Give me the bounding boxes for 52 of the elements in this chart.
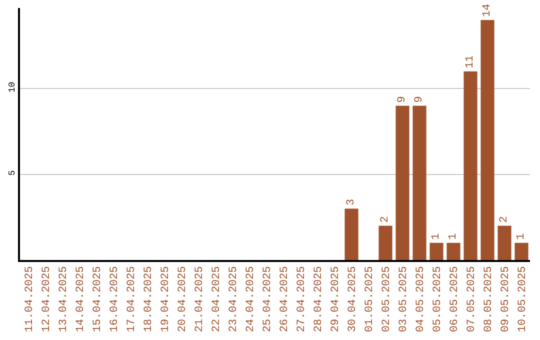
x-tick-label: 24.04.2025 (245, 266, 258, 332)
bar (396, 106, 410, 260)
data-label: 9 (396, 96, 408, 103)
x-tick-label: 27.04.2025 (296, 266, 308, 332)
x-tick-label: 19.04.2025 (160, 266, 172, 332)
x-tick-label: 07.05.2025 (466, 266, 478, 332)
x-tick-label: 23.04.2025 (228, 266, 240, 332)
bar (464, 71, 478, 260)
bar (378, 226, 392, 260)
x-tick-label: 13.04.2025 (58, 266, 70, 332)
x-tick-label: 15.04.2025 (92, 266, 104, 332)
x-tick-label: 21.04.2025 (194, 266, 206, 332)
data-label: 1 (448, 232, 460, 240)
bar (412, 106, 426, 260)
x-tick-label: 20.04.2025 (177, 266, 190, 332)
x-tick-label: 08.05.2025 (483, 266, 496, 332)
x-tick-label: 16.04.2025 (109, 266, 122, 332)
x-tick-label: 03.05.2025 (398, 266, 410, 332)
x-tick-label: 26.04.2025 (279, 266, 292, 332)
bar (480, 20, 494, 260)
bar (344, 208, 358, 260)
x-tick-label: 22.04.2025 (211, 266, 224, 332)
bar (514, 242, 528, 260)
x-tick-label: 11.04.2025 (24, 266, 36, 332)
y-tick-label: 5 (8, 170, 18, 176)
data-label: 2 (380, 216, 392, 223)
x-tick-label: 05.05.2025 (432, 266, 444, 332)
x-tick-label: 10.05.2025 (517, 266, 530, 332)
data-label: 1 (430, 232, 442, 240)
y-tick-label: 10 (8, 82, 18, 93)
data-label: 1 (516, 232, 528, 240)
data-label: 3 (346, 198, 358, 206)
bar (498, 226, 512, 260)
x-tick-label: 29.04.2025 (330, 266, 342, 332)
x-tick-label: 28.04.2025 (313, 266, 326, 332)
x-tick-label: 14.04.2025 (75, 266, 88, 332)
data-label: 11 (464, 54, 476, 68)
x-tick-label: 02.05.2025 (381, 266, 394, 332)
x-tick-label: 18.04.2025 (143, 266, 156, 332)
data-label: 9 (414, 96, 426, 103)
x-tick-label: 12.04.2025 (41, 266, 54, 332)
bar (430, 242, 444, 260)
x-tick-label: 01.05.2025 (364, 266, 376, 332)
x-tick-label: 09.05.2025 (500, 266, 512, 332)
bar (446, 242, 460, 260)
data-label: 14 (482, 3, 494, 17)
x-tick-label: 04.05.2025 (415, 266, 428, 332)
x-tick-label: 06.05.2025 (449, 266, 462, 332)
x-tick-label: 25.04.2025 (262, 266, 274, 332)
x-tick-label: 30.04.2025 (347, 266, 360, 332)
data-label: 2 (498, 216, 510, 223)
x-tick-label: 17.04.2025 (126, 266, 138, 332)
